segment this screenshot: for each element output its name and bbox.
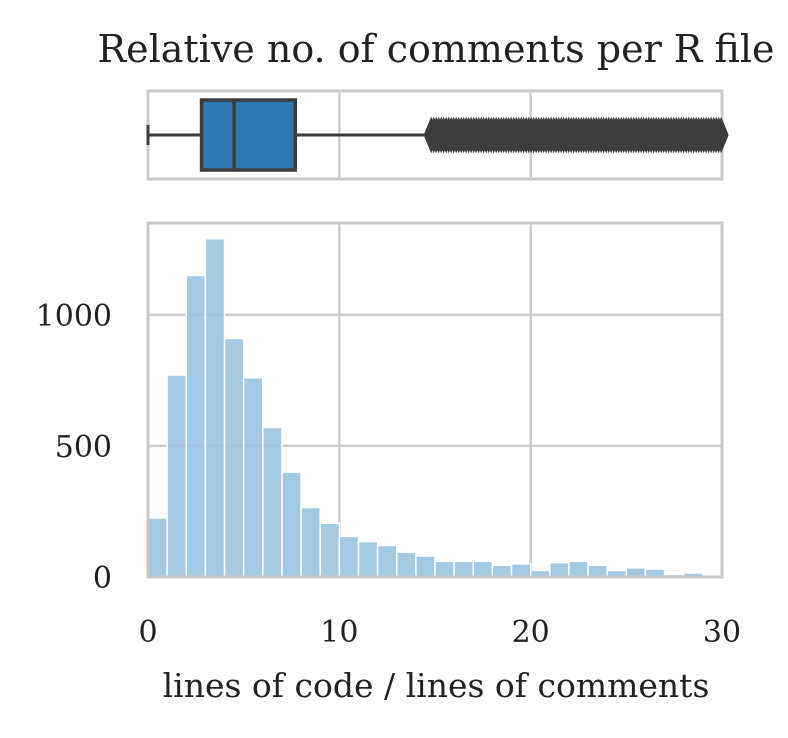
histogram-bar	[434, 560, 455, 578]
histogram-bar	[185, 274, 207, 578]
x-tick-label: 0	[138, 615, 157, 650]
histogram-bar	[510, 563, 532, 578]
x-tick-label: 20	[512, 615, 550, 650]
y-tick-label: 0	[93, 561, 112, 596]
histogram-bar	[166, 374, 188, 578]
histogram-panel	[146, 221, 724, 579]
histogram-bar	[300, 506, 321, 578]
histogram-bar	[568, 560, 589, 578]
interquartile-box	[199, 98, 298, 172]
y-tick-label: 1000	[36, 299, 112, 334]
histogram-bar	[338, 535, 360, 578]
histogram-bar	[587, 564, 608, 578]
histogram-bar	[147, 517, 168, 578]
histogram-bar	[242, 376, 264, 578]
x-axis-label: lines of code / lines of comments	[163, 666, 710, 705]
histogram-bar	[357, 540, 379, 578]
histogram-bar	[453, 560, 475, 578]
histogram-bar	[376, 544, 398, 578]
chart-title: Relative no. of comments per R file	[97, 27, 774, 71]
boxplot-panel	[146, 89, 729, 181]
histogram-bar	[262, 426, 283, 578]
outlier-markers	[423, 116, 729, 154]
y-tick-label: 500	[55, 430, 112, 465]
histogram-bar	[472, 560, 494, 578]
histogram-frame-border	[146, 221, 724, 579]
histogram-bar	[395, 551, 417, 578]
histogram-bar	[223, 337, 245, 578]
histogram-bar	[281, 471, 302, 578]
histogram-bar	[204, 237, 226, 578]
histogram-bar	[319, 522, 341, 578]
x-tick-label: 10	[320, 615, 358, 650]
x-tick-label: 30	[703, 615, 741, 650]
outlier-point	[713, 116, 729, 154]
histogram-bar	[549, 561, 570, 578]
histogram-bar	[415, 555, 436, 578]
histogram-bar	[491, 564, 513, 578]
